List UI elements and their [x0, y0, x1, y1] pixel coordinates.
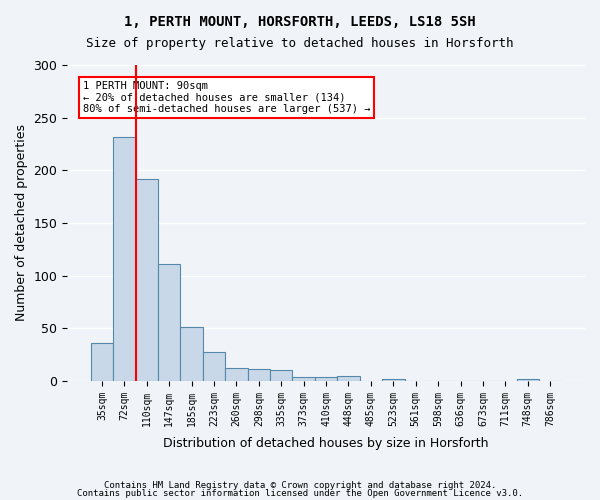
Bar — [382, 379, 404, 381]
Bar — [91, 343, 113, 381]
Bar — [337, 376, 360, 381]
Bar — [225, 368, 248, 381]
Bar — [203, 352, 225, 381]
Text: 1, PERTH MOUNT, HORSFORTH, LEEDS, LS18 5SH: 1, PERTH MOUNT, HORSFORTH, LEEDS, LS18 5… — [124, 15, 476, 29]
Bar — [248, 370, 270, 381]
Y-axis label: Number of detached properties: Number of detached properties — [15, 124, 28, 322]
Text: 1 PERTH MOUNT: 90sqm
← 20% of detached houses are smaller (134)
80% of semi-deta: 1 PERTH MOUNT: 90sqm ← 20% of detached h… — [83, 81, 370, 114]
Bar — [158, 264, 181, 381]
Bar — [517, 379, 539, 381]
Bar — [181, 327, 203, 381]
X-axis label: Distribution of detached houses by size in Horsforth: Distribution of detached houses by size … — [163, 437, 489, 450]
Bar — [136, 178, 158, 381]
Text: Size of property relative to detached houses in Horsforth: Size of property relative to detached ho… — [86, 38, 514, 51]
Bar — [315, 376, 337, 381]
Text: Contains HM Land Registry data © Crown copyright and database right 2024.: Contains HM Land Registry data © Crown c… — [104, 481, 496, 490]
Text: Contains public sector information licensed under the Open Government Licence v3: Contains public sector information licen… — [77, 488, 523, 498]
Bar — [292, 376, 315, 381]
Bar — [270, 370, 292, 381]
Bar — [113, 136, 136, 381]
